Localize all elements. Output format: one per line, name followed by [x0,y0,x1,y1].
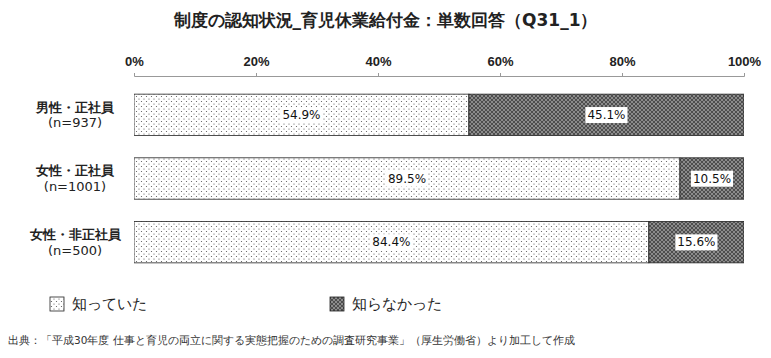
data-label: 10.5% [693,172,731,186]
bars [134,94,744,263]
x-axis: 0% 20% 40% 60% 80% 100% [125,54,761,76]
tick: 0% [125,54,144,76]
data-label: 45.1% [587,108,625,122]
label-background [280,107,322,123]
tick-label: 60% [487,54,513,69]
category-label: 男性・正社員(n=937) [35,100,115,131]
tick: 20% [243,54,269,76]
tick-label: 40% [365,54,391,69]
data-label: 15.6% [677,235,715,249]
tick-label: 20% [243,54,269,69]
tick: 100% [728,54,762,76]
category-label: 女性・非正社員(n=500) [29,227,122,258]
tick-mark [622,73,623,76]
legend-item: 知らなかった [330,295,442,313]
label-background [675,234,717,250]
axis-line [135,73,745,77]
tick-mark [744,73,745,76]
tick-mark [134,73,135,76]
tick-label: 0% [125,54,144,69]
legend-swatch [330,297,344,311]
legend-item: 知っていた [50,295,147,313]
category-label: 女性・正社員(n=1001) [35,163,115,194]
tick-label: 80% [609,54,635,69]
tick-mark [378,73,379,76]
label-background [370,234,412,250]
data-label: 89.5% [388,172,426,186]
legend-swatch [50,297,64,311]
legend-label: 知っていた [72,295,147,313]
bar [134,158,680,199]
chart: 制度の認知状況_育児休業給付金：単数回答（Q31_1） 0% 20% 40% 60% 80… [0,0,771,358]
title: 制度の認知状況_育児休業給付金：単数回答（Q31_1） [173,10,598,30]
legend-label: 知らなかった [352,295,442,313]
label-background [585,107,627,123]
data-labels: 54.9% 45.1% 89.5% 10.5% 84.4% 15.6% [280,107,733,250]
data-label: 54.9% [282,108,320,122]
tick: 40% [365,54,391,76]
tick: 60% [487,54,513,76]
bar [469,94,744,135]
tick-label: 100% [728,54,762,69]
source-note: 出典：「平成30年度 仕事と育児の両立に関する実態把握のための調査研究事業」（厚… [8,334,575,347]
label-background [386,171,428,187]
data-label: 84.4% [372,235,410,249]
bar [134,221,649,262]
tick-mark [256,73,257,76]
label-background [691,171,733,187]
tick-mark [500,73,501,76]
bar [649,221,744,262]
tick: 80% [609,54,635,76]
bar [680,158,744,199]
bar [134,94,469,135]
